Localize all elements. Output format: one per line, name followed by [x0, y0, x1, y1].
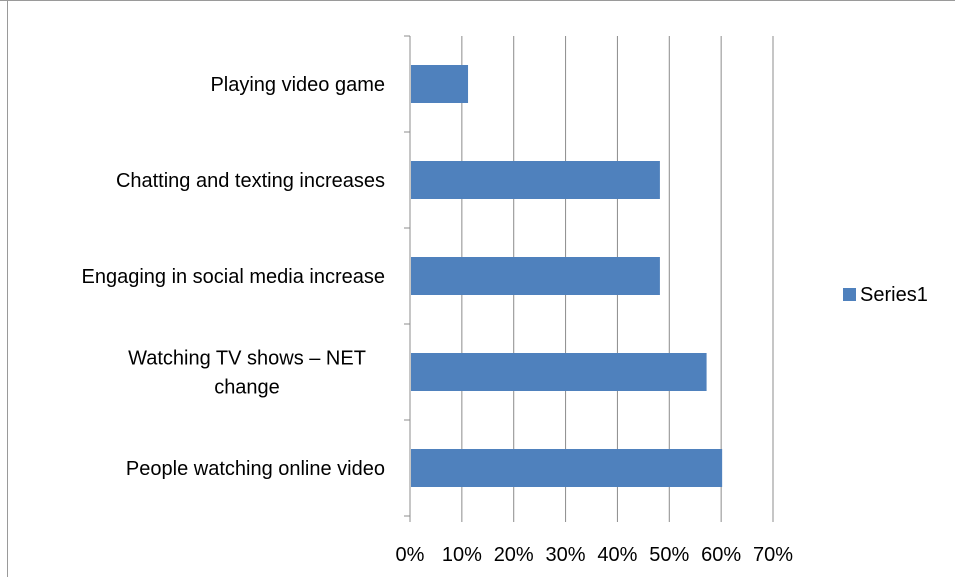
bar-4 — [411, 65, 468, 103]
x-tick-label: 10% — [442, 544, 482, 566]
category-label: Playing video game — [210, 74, 385, 96]
category-label: Chatting and texting increases — [116, 170, 385, 192]
x-tick-label: 40% — [597, 544, 637, 566]
x-tick-label: 20% — [494, 544, 534, 566]
legend-label: Series1 — [860, 284, 928, 306]
bar-0 — [411, 449, 722, 487]
x-tick-label: 70% — [753, 544, 793, 566]
category-label: People watching online video — [126, 458, 385, 480]
bar-1 — [411, 353, 707, 391]
x-tick-label: 30% — [546, 544, 586, 566]
legend-swatch — [843, 288, 856, 301]
category-label: change — [214, 377, 280, 399]
bar-2 — [411, 257, 660, 295]
bar-3 — [411, 161, 660, 199]
category-label: Engaging in social media increase — [81, 266, 385, 288]
x-tick-label: 50% — [649, 544, 689, 566]
category-label: Watching TV shows – NET — [128, 348, 366, 370]
x-tick-label: 0% — [396, 544, 425, 566]
x-tick-label: 60% — [701, 544, 741, 566]
